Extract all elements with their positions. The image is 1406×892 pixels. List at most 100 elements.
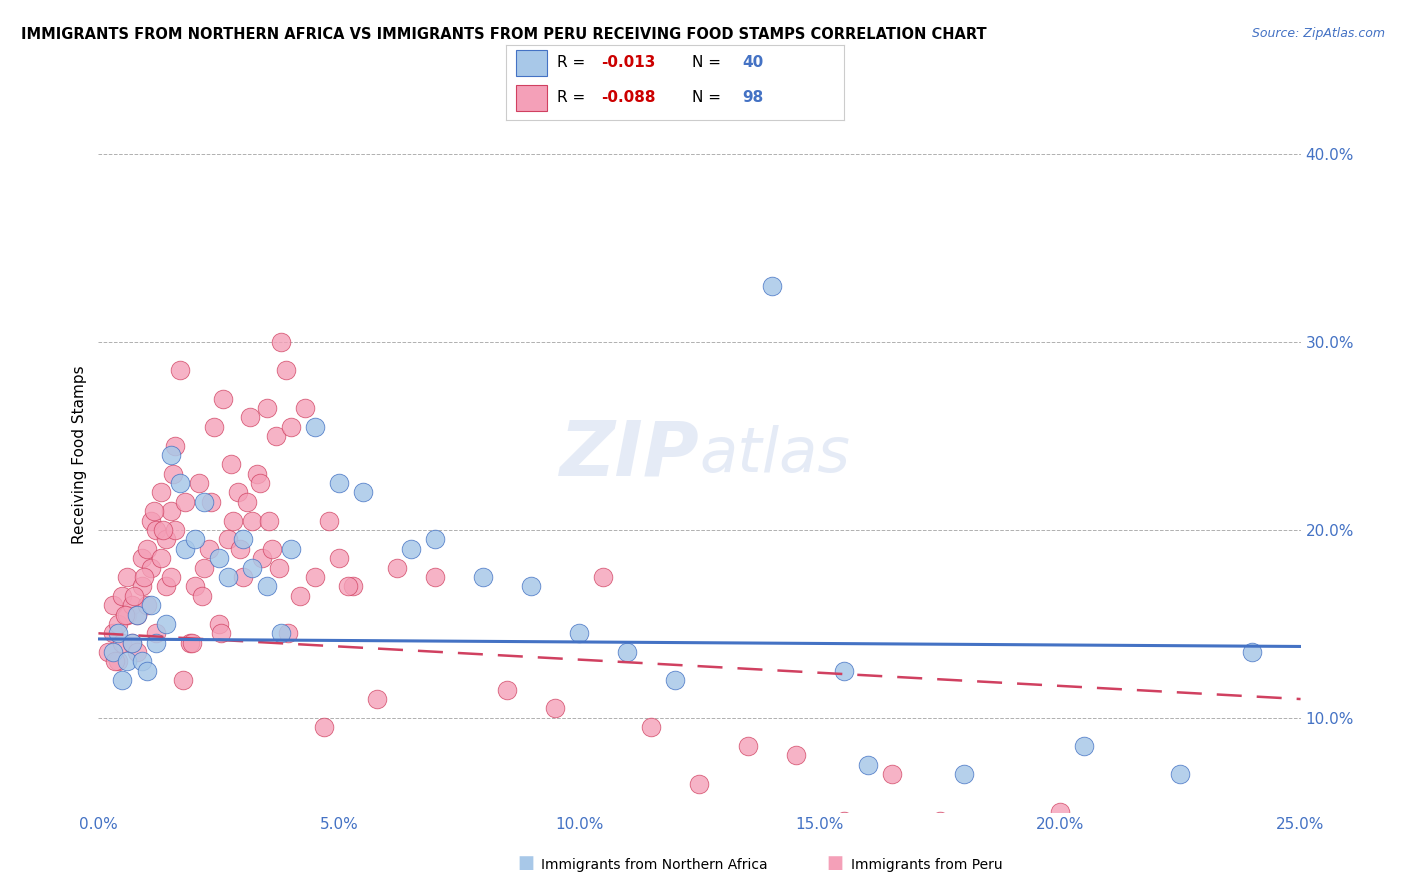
Point — [117, 570, 139, 584]
Point — [131, 579, 153, 593]
Point — [117, 655, 139, 669]
Text: atlas: atlas — [700, 425, 851, 485]
Text: R =: R = — [557, 55, 591, 70]
Point — [928, 814, 950, 829]
Text: ■: ■ — [517, 855, 534, 872]
Point — [135, 598, 157, 612]
Point — [193, 560, 215, 574]
Point — [240, 514, 263, 528]
Point — [236, 495, 259, 509]
Point — [832, 814, 855, 829]
Point — [342, 579, 364, 593]
Point — [328, 476, 350, 491]
Point — [856, 757, 879, 772]
Point — [111, 673, 134, 688]
Point — [256, 401, 278, 415]
Point — [101, 645, 124, 659]
Point — [616, 645, 638, 659]
Point — [101, 598, 124, 612]
Point — [270, 335, 292, 350]
Bar — [516, 50, 547, 77]
Point — [121, 636, 143, 650]
Point — [366, 692, 388, 706]
Point — [174, 495, 197, 509]
Point — [280, 419, 302, 434]
Point — [256, 579, 278, 593]
Point — [832, 664, 855, 678]
Point — [159, 504, 181, 518]
Point — [1170, 767, 1192, 781]
Point — [104, 655, 127, 669]
Point — [159, 448, 181, 462]
Text: ZIP: ZIP — [560, 418, 700, 491]
Point — [155, 616, 177, 631]
Text: R =: R = — [557, 90, 591, 105]
Text: N =: N = — [692, 90, 725, 105]
Point — [135, 664, 157, 678]
Point — [274, 363, 297, 377]
Point — [188, 476, 211, 491]
Text: Source: ZipAtlas.com: Source: ZipAtlas.com — [1251, 27, 1385, 40]
Point — [141, 560, 163, 574]
Point — [111, 589, 134, 603]
Point — [352, 485, 374, 500]
Point — [191, 589, 214, 603]
Point — [232, 570, 254, 584]
Point — [337, 579, 360, 593]
Point — [277, 626, 299, 640]
Point — [423, 533, 446, 547]
Point — [328, 551, 350, 566]
Point — [141, 598, 163, 612]
Point — [260, 541, 283, 556]
Point — [1049, 805, 1071, 819]
Point — [240, 560, 263, 574]
Point — [159, 570, 181, 584]
Point — [280, 541, 302, 556]
Point — [162, 467, 184, 481]
Point — [737, 739, 759, 753]
Point — [318, 514, 340, 528]
Point — [1218, 823, 1240, 838]
Point — [761, 279, 783, 293]
Point — [169, 476, 191, 491]
Point — [1073, 739, 1095, 753]
Point — [124, 589, 146, 603]
Point — [121, 636, 143, 650]
Point — [304, 419, 326, 434]
Point — [294, 401, 316, 415]
Point — [266, 429, 288, 443]
Point — [193, 495, 215, 509]
Point — [226, 485, 249, 500]
Point — [198, 541, 221, 556]
Point — [250, 551, 273, 566]
Point — [664, 673, 686, 688]
Point — [217, 570, 239, 584]
Point — [145, 523, 167, 537]
Point — [208, 551, 231, 566]
Point — [785, 748, 807, 763]
Point — [200, 495, 222, 509]
Point — [131, 551, 153, 566]
Point — [399, 541, 422, 556]
Point — [107, 655, 129, 669]
Point — [640, 720, 662, 734]
Point — [568, 626, 591, 640]
Point — [290, 589, 312, 603]
Point — [246, 467, 269, 481]
Text: 98: 98 — [742, 90, 763, 105]
Point — [114, 607, 136, 622]
Text: Immigrants from Peru: Immigrants from Peru — [851, 858, 1002, 872]
Point — [165, 523, 187, 537]
Point — [314, 720, 336, 734]
Point — [423, 570, 446, 584]
Point — [520, 579, 543, 593]
Text: Immigrants from Northern Africa: Immigrants from Northern Africa — [541, 858, 768, 872]
Point — [107, 626, 129, 640]
Point — [1144, 833, 1167, 847]
Point — [209, 626, 232, 640]
Point — [267, 560, 290, 574]
Point — [125, 607, 148, 622]
Point — [208, 616, 231, 631]
Point — [217, 533, 239, 547]
Point — [149, 551, 172, 566]
